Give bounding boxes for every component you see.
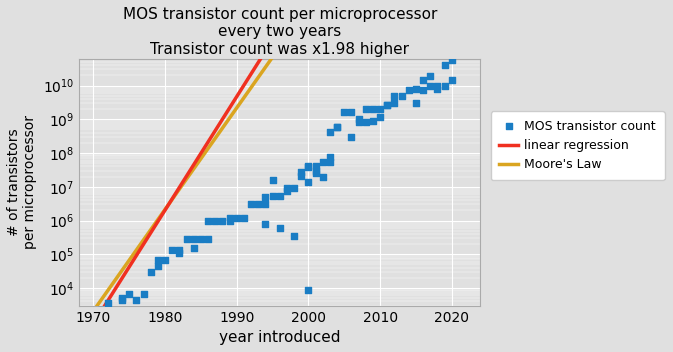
MOS transistor count xyxy=(367,106,378,112)
MOS transistor count xyxy=(375,106,386,112)
MOS transistor count xyxy=(353,117,364,122)
MOS transistor count xyxy=(403,88,414,93)
MOS transistor count xyxy=(360,106,371,112)
MOS transistor count xyxy=(439,83,450,88)
MOS transistor count xyxy=(253,201,264,207)
Legend: MOS transistor count, linear regression, Moore's Law: MOS transistor count, linear regression,… xyxy=(491,111,665,180)
MOS transistor count xyxy=(224,215,235,221)
MOS transistor count xyxy=(95,307,106,312)
X-axis label: year introduced: year introduced xyxy=(219,330,341,345)
MOS transistor count xyxy=(289,185,299,190)
MOS transistor count xyxy=(310,168,321,174)
MOS transistor count xyxy=(432,83,443,88)
MOS transistor count xyxy=(446,57,457,63)
MOS transistor count xyxy=(131,297,142,302)
MOS transistor count xyxy=(116,295,127,301)
MOS transistor count xyxy=(303,287,314,293)
MOS transistor count xyxy=(324,154,335,160)
MOS transistor count xyxy=(382,102,392,108)
MOS transistor count xyxy=(346,134,357,140)
MOS transistor count xyxy=(418,88,429,93)
MOS transistor count xyxy=(260,221,271,227)
MOS transistor count xyxy=(332,124,343,130)
MOS transistor count xyxy=(181,237,192,242)
Title: MOS transistor count per microprocessor
every two years
Transistor count was x1.: MOS transistor count per microprocessor … xyxy=(122,7,437,57)
MOS transistor count xyxy=(160,257,170,263)
Moore's Law xyxy=(82,319,90,323)
MOS transistor count xyxy=(188,237,199,242)
MOS transistor count xyxy=(339,109,350,114)
MOS transistor count xyxy=(174,247,185,253)
MOS transistor count xyxy=(396,93,407,99)
MOS transistor count xyxy=(210,218,221,223)
MOS transistor count xyxy=(260,194,271,200)
MOS transistor count xyxy=(224,218,235,223)
MOS transistor count xyxy=(346,109,357,114)
MOS transistor count xyxy=(332,124,343,130)
MOS transistor count xyxy=(439,63,450,68)
MOS transistor count xyxy=(432,86,443,92)
MOS transistor count xyxy=(296,173,307,179)
MOS transistor count xyxy=(324,159,335,165)
MOS transistor count xyxy=(174,250,185,256)
MOS transistor count xyxy=(289,233,299,239)
MOS transistor count xyxy=(454,47,464,53)
MOS transistor count xyxy=(303,179,314,185)
MOS transistor count xyxy=(382,102,392,108)
MOS transistor count xyxy=(411,86,421,92)
MOS transistor count xyxy=(153,257,164,263)
MOS transistor count xyxy=(232,215,242,221)
MOS transistor count xyxy=(310,170,321,176)
MOS transistor count xyxy=(275,193,285,199)
MOS transistor count xyxy=(318,174,328,180)
linear regression xyxy=(83,331,92,335)
Line: linear regression: linear regression xyxy=(86,0,473,335)
MOS transistor count xyxy=(411,100,421,106)
MOS transistor count xyxy=(267,193,278,199)
MOS transistor count xyxy=(138,291,149,297)
MOS transistor count xyxy=(281,188,292,194)
MOS transistor count xyxy=(203,218,213,223)
MOS transistor count xyxy=(303,165,314,170)
MOS transistor count xyxy=(425,73,435,79)
MOS transistor count xyxy=(116,297,127,302)
MOS transistor count xyxy=(418,77,429,82)
MOS transistor count xyxy=(360,119,371,125)
MOS transistor count xyxy=(260,201,271,207)
Line: Moore's Law: Moore's Law xyxy=(86,0,473,321)
MOS transistor count xyxy=(389,93,400,99)
MOS transistor count xyxy=(267,177,278,183)
MOS transistor count xyxy=(367,118,378,124)
MOS transistor count xyxy=(275,225,285,231)
MOS transistor count xyxy=(310,163,321,169)
MOS transistor count xyxy=(318,159,328,165)
Y-axis label: # of transistors
per microprocessor: # of transistors per microprocessor xyxy=(7,115,37,250)
MOS transistor count xyxy=(203,237,213,242)
MOS transistor count xyxy=(153,263,164,269)
MOS transistor count xyxy=(196,237,207,242)
MOS transistor count xyxy=(246,201,256,207)
linear regression xyxy=(82,333,90,337)
MOS transistor count xyxy=(296,169,307,175)
Moore's Law xyxy=(83,317,92,321)
MOS transistor count xyxy=(167,247,178,253)
MOS transistor count xyxy=(102,301,113,306)
MOS transistor count xyxy=(217,218,227,223)
MOS transistor count xyxy=(425,83,435,88)
MOS transistor count xyxy=(188,245,199,251)
MOS transistor count xyxy=(124,291,135,297)
MOS transistor count xyxy=(324,130,335,135)
MOS transistor count xyxy=(281,185,292,190)
MOS transistor count xyxy=(446,77,457,82)
MOS transistor count xyxy=(145,270,156,275)
MOS transistor count xyxy=(353,119,364,125)
MOS transistor count xyxy=(238,215,249,221)
MOS transistor count xyxy=(303,163,314,169)
MOS transistor count xyxy=(375,114,386,120)
MOS transistor count xyxy=(389,100,400,106)
